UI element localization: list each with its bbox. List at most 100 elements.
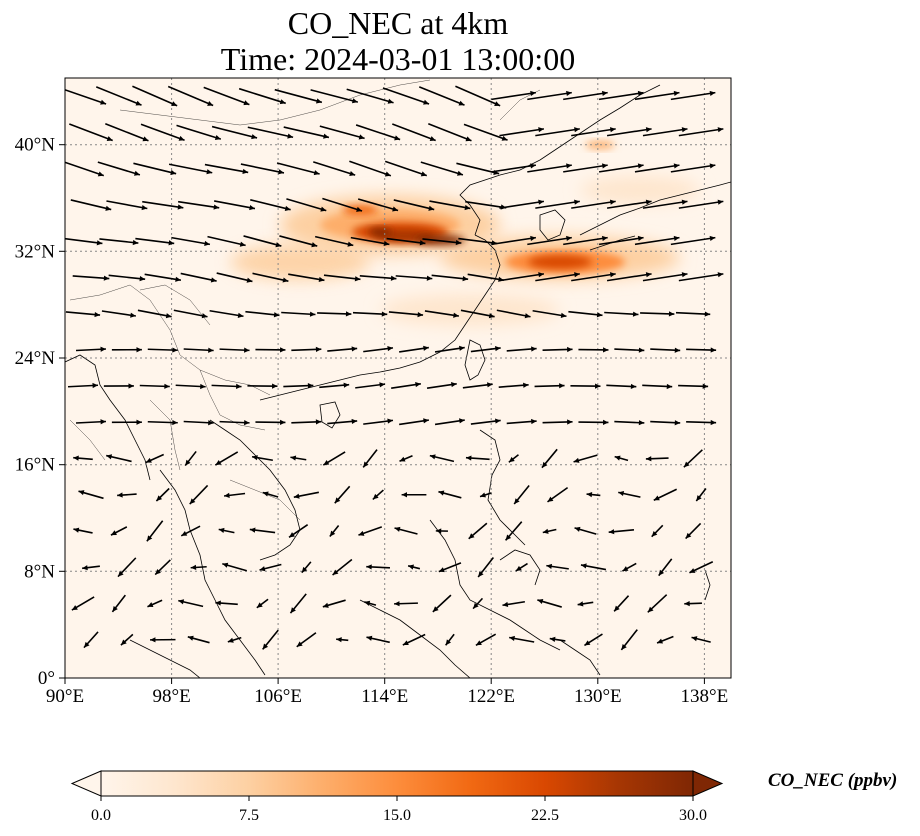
- wind-arrow-head: [602, 347, 609, 353]
- wind-arrow-head: [112, 605, 118, 612]
- wind-arrow-head: [120, 639, 127, 646]
- wind-arrow-shaft: [105, 123, 149, 142]
- wind-arrow-head: [417, 311, 424, 318]
- wind-arrow-shaft: [178, 200, 220, 209]
- wind-arrow-head: [609, 199, 616, 205]
- wind-arrow-head: [637, 163, 644, 169]
- wind-arrow-head: [309, 311, 316, 317]
- wind-arrow-shaft: [180, 272, 217, 282]
- wind-arrow-shaft: [323, 274, 361, 281]
- wind-arrow-shaft: [108, 274, 146, 281]
- wind-arrow-head: [508, 456, 515, 463]
- wind-arrow-head: [164, 383, 170, 389]
- wind-arrow-head: [653, 495, 660, 501]
- wind-arrow-shaft: [310, 89, 359, 103]
- wind-arrow-shaft: [634, 91, 680, 101]
- wind-arrow-head: [146, 535, 153, 542]
- wind-arrow-head: [218, 527, 225, 534]
- wind-arrow-shaft: [350, 236, 390, 246]
- wind-arrow-head: [246, 277, 253, 283]
- wind-arrow-shaft: [65, 161, 105, 177]
- wind-arrow-head: [110, 530, 117, 536]
- wind-arrow-head: [207, 101, 214, 106]
- wind-arrow-head: [717, 127, 724, 133]
- wind-arrow-head: [709, 90, 716, 97]
- wind-arrow-head: [494, 346, 501, 352]
- wind-arrow-shaft: [95, 86, 142, 106]
- wind-arrow-head: [502, 601, 509, 607]
- wind-arrow-head: [280, 419, 286, 425]
- wind-arrow-shaft: [670, 91, 716, 101]
- wind-arrow-head: [601, 163, 608, 169]
- wind-arrow-shaft: [678, 273, 724, 282]
- wind-arrow-head: [100, 419, 106, 425]
- wind-arrow-head: [387, 418, 393, 424]
- wind-arrow-shaft: [527, 164, 572, 173]
- wind-arrow-shaft: [429, 200, 471, 210]
- wind-arrow-head: [464, 204, 471, 211]
- wind-arrow-shaft: [352, 311, 388, 316]
- wind-arrow-head: [435, 528, 442, 534]
- wind-arrow-shaft: [670, 236, 716, 246]
- wind-arrow-head: [586, 491, 593, 498]
- wind-arrow-head: [419, 240, 426, 246]
- wind-arrow-head: [390, 275, 397, 281]
- wind-arrow-head: [147, 602, 154, 607]
- wind-arrow-head: [549, 636, 556, 642]
- wind-arrow-head: [97, 171, 104, 177]
- wind-arrow-head: [486, 382, 493, 388]
- wind-arrow-head: [577, 601, 584, 607]
- colorbar-tick-label: 22.5: [531, 807, 559, 824]
- wind-arrow-head: [318, 276, 325, 282]
- wind-arrow-shaft: [604, 311, 639, 316]
- wind-arrow-shaft: [598, 164, 644, 173]
- map-frame: [64, 77, 732, 679]
- wind-arrow-head: [307, 383, 314, 389]
- wind-arrow-shaft: [606, 128, 652, 137]
- wind-arrow-head: [531, 346, 537, 352]
- wind-arrow-head: [282, 277, 289, 283]
- wind-arrow-head: [351, 346, 358, 352]
- lon-tick-label: 98°E: [152, 686, 190, 707]
- wind-arrow-head: [301, 566, 308, 573]
- wind-arrow-shaft: [144, 273, 182, 281]
- wind-arrow-shaft: [283, 126, 330, 139]
- wind-arrow-head: [139, 276, 146, 282]
- wind-arrow-head: [239, 241, 246, 247]
- wind-arrow-head: [574, 526, 581, 532]
- wind-arrow-head: [200, 383, 206, 390]
- wind-arrow-shaft: [606, 200, 652, 209]
- wind-vectors: [65, 85, 724, 651]
- wind-arrow-head: [287, 133, 294, 139]
- colorbar-gradient: [101, 771, 693, 796]
- wind-arrow-head: [364, 600, 371, 606]
- wind-arrow-head: [622, 566, 629, 572]
- wind-arrow-head: [181, 531, 188, 536]
- wind-arrow-head: [645, 456, 652, 462]
- wind-arrow-head: [214, 134, 221, 140]
- wind-arrow-head: [638, 347, 645, 353]
- wind-arrow-head: [423, 418, 429, 424]
- wind-arrow-head: [645, 272, 652, 278]
- wind-arrow-head: [681, 199, 688, 205]
- wind-arrow-head: [683, 461, 690, 468]
- wind-arrow-head: [135, 100, 142, 106]
- wind-arrow-shaft: [65, 88, 107, 105]
- wind-arrow-head: [363, 461, 369, 468]
- wind-arrow-head: [681, 272, 688, 278]
- wind-arrow-head: [156, 495, 163, 502]
- wind-arrow-head: [574, 272, 580, 278]
- wind-arrow-shaft: [245, 310, 280, 317]
- wind-arrow-head: [618, 490, 625, 497]
- wind-arrow-head: [279, 99, 286, 105]
- country-borders: [69, 79, 541, 521]
- wind-arrow-head: [621, 644, 627, 650]
- colorbar-tick-label: 0.0: [91, 807, 111, 824]
- wind-arrow-head: [537, 598, 544, 604]
- wind-arrow-head: [530, 235, 536, 242]
- wind-arrow-head: [215, 600, 221, 606]
- colorbar-title: CO_NEC (ppbv): [768, 770, 898, 791]
- wind-arrow-shaft: [491, 236, 537, 246]
- wind-arrow-head: [323, 133, 329, 139]
- wind-arrow-head: [106, 136, 113, 142]
